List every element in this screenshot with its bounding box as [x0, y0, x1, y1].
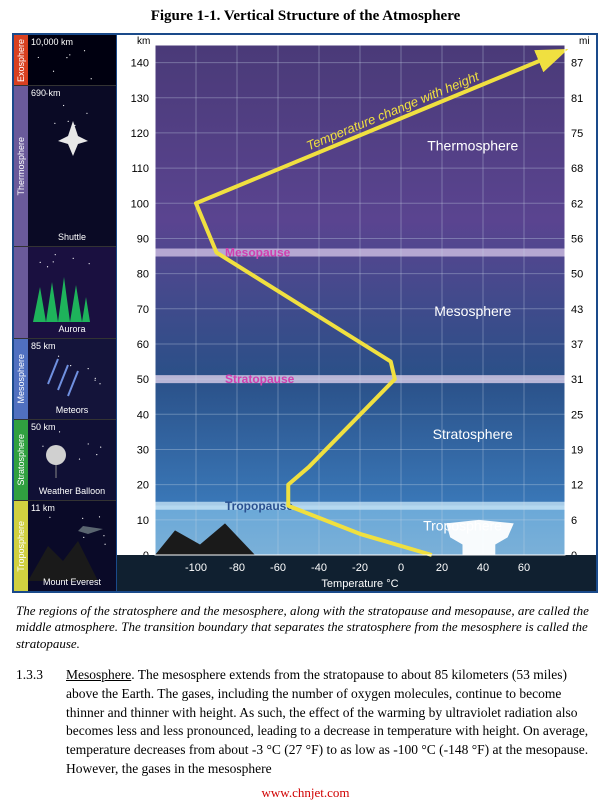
y-right-tick: 81 — [571, 93, 583, 105]
sidebar-layer-body: 690 kmShuttle — [28, 86, 116, 246]
sidebar-layer-tab: Thermosphere — [14, 86, 28, 246]
y-left-tick: 130 — [131, 93, 149, 105]
sidebar-object-label: Meteors — [56, 405, 89, 415]
sidebar-layer-body: 85 kmMeteors — [28, 339, 116, 419]
sidebar-layer-name: Thermosphere — [16, 137, 26, 196]
sidebar-layer-tab: Troposphere — [14, 501, 28, 591]
y-right-tick: 12 — [571, 480, 583, 492]
sidebar-layer-body: 11 kmMount Everest — [28, 501, 116, 591]
y-left-tick: 100 — [131, 198, 149, 210]
y-left-tick: 40 — [137, 409, 149, 421]
y-left-label: km — [137, 36, 150, 47]
sidebar-layer-name: Troposphere — [16, 521, 26, 572]
y-right-tick: 37 — [571, 339, 583, 351]
svg-text:0: 0 — [398, 562, 404, 574]
figure-title: Figure 1-1. Vertical Structure of the At… — [12, 8, 599, 25]
y-right-label: mi — [579, 36, 590, 47]
sidebar-layer-4: Stratosphere50 kmWeather Balloon — [14, 420, 116, 501]
layer-label: Troposphere — [423, 517, 502, 533]
svg-text:40: 40 — [477, 562, 489, 574]
figure-caption: The regions of the stratosphere and the … — [16, 603, 595, 652]
y-left-tick: 30 — [137, 444, 149, 456]
y-right-tick: 75 — [571, 128, 583, 140]
y-left-tick: 80 — [137, 269, 149, 281]
y-left-tick: 120 — [131, 128, 149, 140]
sidebar-layer-name: Stratosphere — [16, 434, 26, 486]
shuttle-icon — [28, 86, 118, 246]
sidebar-layer-tab: Mesosphere — [14, 339, 28, 419]
pause-label: Tropopause — [225, 499, 293, 513]
y-left-tick: 10 — [137, 515, 149, 527]
section-body: . The mesosphere extends from the strato… — [66, 667, 588, 776]
y-right-tick: 50 — [571, 269, 583, 281]
sidebar-object-label: Aurora — [58, 324, 85, 334]
pause-label: Stratopause — [225, 372, 295, 386]
y-left-tick: 70 — [137, 304, 149, 316]
y-right-tick: 87 — [571, 58, 583, 70]
sidebar-layer-1: Thermosphere690 kmShuttle — [14, 86, 116, 247]
y-left-tick: 60 — [137, 339, 149, 351]
y-left-tick: 90 — [137, 233, 149, 245]
y-right-tick: 19 — [571, 444, 583, 456]
svg-text:-100: -100 — [185, 562, 207, 574]
y-right-tick: 6 — [571, 515, 577, 527]
sidebar-layer-body: 50 kmWeather Balloon — [28, 420, 116, 500]
sidebar-layer-body: Aurora — [28, 247, 116, 337]
chart-svg: -100-80-60-40-20020406001020304050607080… — [117, 35, 596, 591]
atmosphere-sidebar: Exosphere10,000 kmThermosphere690 kmShut… — [14, 35, 117, 591]
layer-label: Stratosphere — [433, 426, 513, 442]
section-number: 1.3.3 — [16, 666, 66, 779]
sidebar-layer-tab: Exosphere — [14, 35, 28, 85]
y-right-tick: 56 — [571, 233, 583, 245]
section-heading: Mesosphere — [66, 667, 131, 682]
sidebar-layer-0: Exosphere10,000 km — [14, 35, 116, 86]
layer-label: Mesosphere — [434, 303, 511, 319]
y-left-tick: 50 — [137, 374, 149, 386]
y-left-tick: 20 — [137, 480, 149, 492]
y-right-tick: 31 — [571, 374, 583, 386]
sidebar-layer-name: Mesosphere — [16, 354, 26, 404]
sidebar-object-label: Mount Everest — [43, 577, 101, 587]
sidebar-layer-tab — [14, 247, 28, 337]
y-right-tick: 43 — [571, 304, 583, 316]
sidebar-layer-5: Troposphere11 kmMount Everest — [14, 501, 116, 591]
sidebar-object-label: Weather Balloon — [39, 486, 105, 496]
layer-label: Thermosphere — [427, 138, 518, 154]
y-right-tick: 68 — [571, 163, 583, 175]
sidebar-layer-2: Aurora — [14, 247, 116, 338]
svg-text:-80: -80 — [229, 562, 245, 574]
sidebar-layer-name: Exosphere — [16, 39, 26, 82]
sidebar-layer-tab: Stratosphere — [14, 420, 28, 500]
sidebar-layer-3: Mesosphere85 kmMeteors — [14, 339, 116, 420]
svg-text:-40: -40 — [311, 562, 327, 574]
sidebar-layer-body: 10,000 km — [28, 35, 116, 85]
pause-label: Mesopause — [225, 246, 291, 260]
svg-text:60: 60 — [518, 562, 530, 574]
sidebar-object-label: Shuttle — [58, 232, 86, 242]
footer-url: www.chnjet.com — [12, 785, 599, 801]
figure-container: Exosphere10,000 kmThermosphere690 kmShut… — [12, 33, 598, 593]
y-left-tick: 110 — [131, 163, 149, 175]
svg-text:-60: -60 — [270, 562, 286, 574]
y-right-tick: 62 — [571, 198, 583, 210]
y-left-tick: 140 — [131, 58, 149, 70]
svg-text:20: 20 — [436, 562, 448, 574]
temperature-chart: -100-80-60-40-20020406001020304050607080… — [117, 35, 596, 591]
section-1-3-3: 1.3.3 Mesosphere. The mesosphere extends… — [16, 666, 595, 779]
svg-text:-20: -20 — [352, 562, 368, 574]
svg-text:Temperature °C: Temperature °C — [321, 578, 398, 590]
y-right-tick: 25 — [571, 409, 583, 421]
